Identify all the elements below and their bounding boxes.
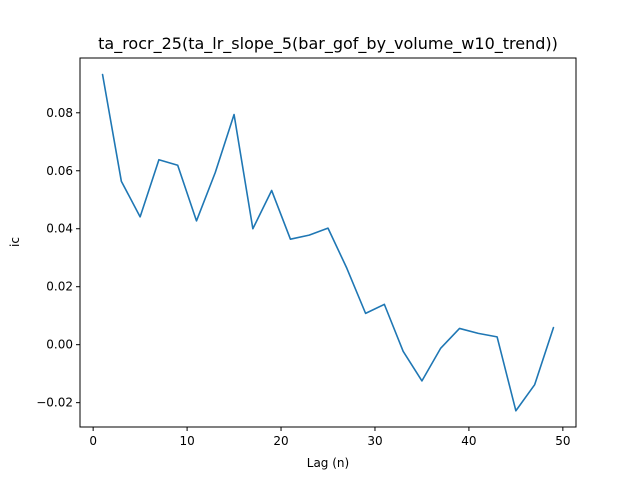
y-tick-label: 0.06 (46, 164, 73, 178)
x-axis-label: Lag (n) (307, 456, 349, 470)
x-tick-label: 0 (89, 434, 97, 448)
y-tick-label: −0.02 (36, 396, 73, 410)
y-tick-label: 0.02 (46, 280, 73, 294)
x-tick-label: 10 (179, 434, 194, 448)
y-tick-label: 0.08 (46, 106, 73, 120)
y-axis-label: ic (8, 237, 22, 247)
x-tick-label: 30 (367, 434, 382, 448)
series-line (101, 73, 555, 412)
chart-title: ta_rocr_25(ta_lr_slope_5(bar_gof_by_volu… (98, 34, 558, 54)
y-tick-label: 0.00 (46, 338, 73, 352)
y-tick-label: 0.04 (46, 222, 73, 236)
x-tick-label: 40 (461, 434, 476, 448)
y-axis-ticks: −0.02 0.00 0.02 0.04 0.06 0.08 (36, 106, 80, 410)
plot-frame (79, 57, 577, 428)
x-tick-label: 20 (273, 434, 288, 448)
plot-area: 0 10 20 30 40 50 −0.02 0.00 0.02 0.04 0.06 0.08 (36, 57, 577, 448)
x-tick-label: 50 (555, 434, 570, 448)
x-axis-ticks: 0 10 20 30 40 50 (89, 427, 570, 448)
